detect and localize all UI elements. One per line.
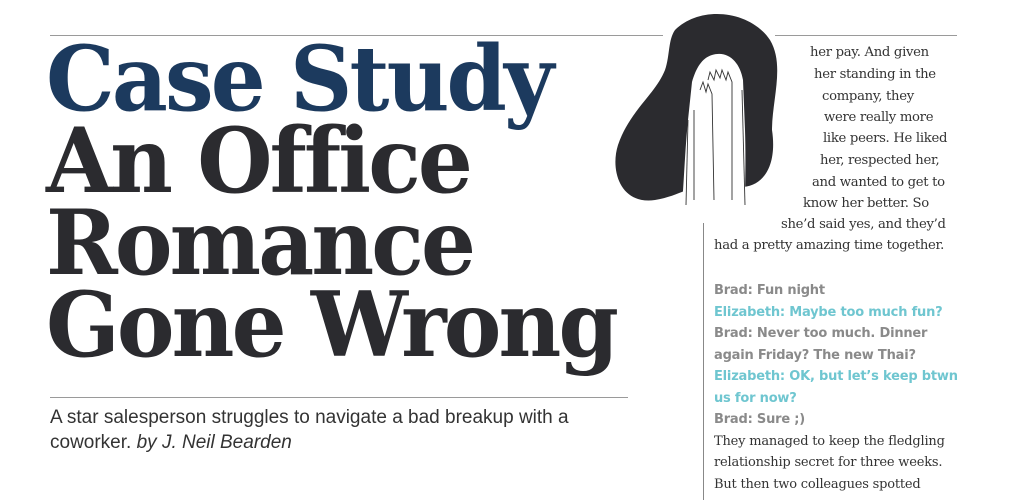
body-line: They managed to keep the fledgling xyxy=(714,433,945,449)
face-hands xyxy=(682,53,746,205)
wrapped-text-line: were really more xyxy=(824,110,934,125)
wrapped-text-line: had a pretty amazing time together. xyxy=(714,238,945,253)
wrapped-text-line: her pay. And given xyxy=(810,45,929,60)
chat-line: Elizabeth: Maybe too much fun? xyxy=(714,304,943,320)
headline-line-4: Gone Wrong xyxy=(46,272,619,378)
headline-line-1: Case Study xyxy=(46,26,554,132)
headline-line-2: An Office xyxy=(46,108,473,214)
dek: A star salesperson struggles to navigate… xyxy=(50,405,650,455)
wrapped-text-line: her standing in the xyxy=(814,67,936,82)
dek-text: A star salesperson struggles to navigate… xyxy=(50,407,569,453)
chat-line: Brad: Never too much. Dinner xyxy=(714,326,928,341)
body-line: But then two colleagues spotted xyxy=(714,476,921,492)
chat-line: again Friday? The new Thai? xyxy=(714,347,916,363)
wrapped-text-line: company, they xyxy=(822,89,914,104)
text-message-exchange: Brad: Fun night Elizabeth: Maybe too muc… xyxy=(714,280,958,495)
byline: by J. Neil Bearden xyxy=(136,432,292,453)
woman-covering-face-illustration xyxy=(615,13,778,206)
column-rule xyxy=(703,223,704,500)
headline: Case Study An Office Romance Gone Wrong xyxy=(46,26,619,378)
top-rule-left xyxy=(50,35,663,36)
chat-line: Brad: Fun night xyxy=(714,283,825,298)
wrapped-text-line: and wanted to get to xyxy=(812,175,945,190)
headline-line-3: Romance xyxy=(46,190,476,296)
body-line: relationship secret for three weeks. xyxy=(714,455,943,470)
wrapped-text-line: like peers. He liked xyxy=(823,131,948,146)
chat-line: Elizabeth: OK, but let’s keep btwn xyxy=(714,369,958,384)
wrapped-text-line: she’d said yes, and they’d xyxy=(781,217,946,232)
dek-rule xyxy=(50,397,628,398)
wrapped-text-line: her, respected her, xyxy=(820,153,940,168)
top-rule-right xyxy=(775,35,957,36)
wrapped-text-line: know her better. So xyxy=(803,196,929,211)
chat-line: us for now? xyxy=(714,390,797,406)
chat-line: Brad: Sure ;) xyxy=(714,412,806,427)
